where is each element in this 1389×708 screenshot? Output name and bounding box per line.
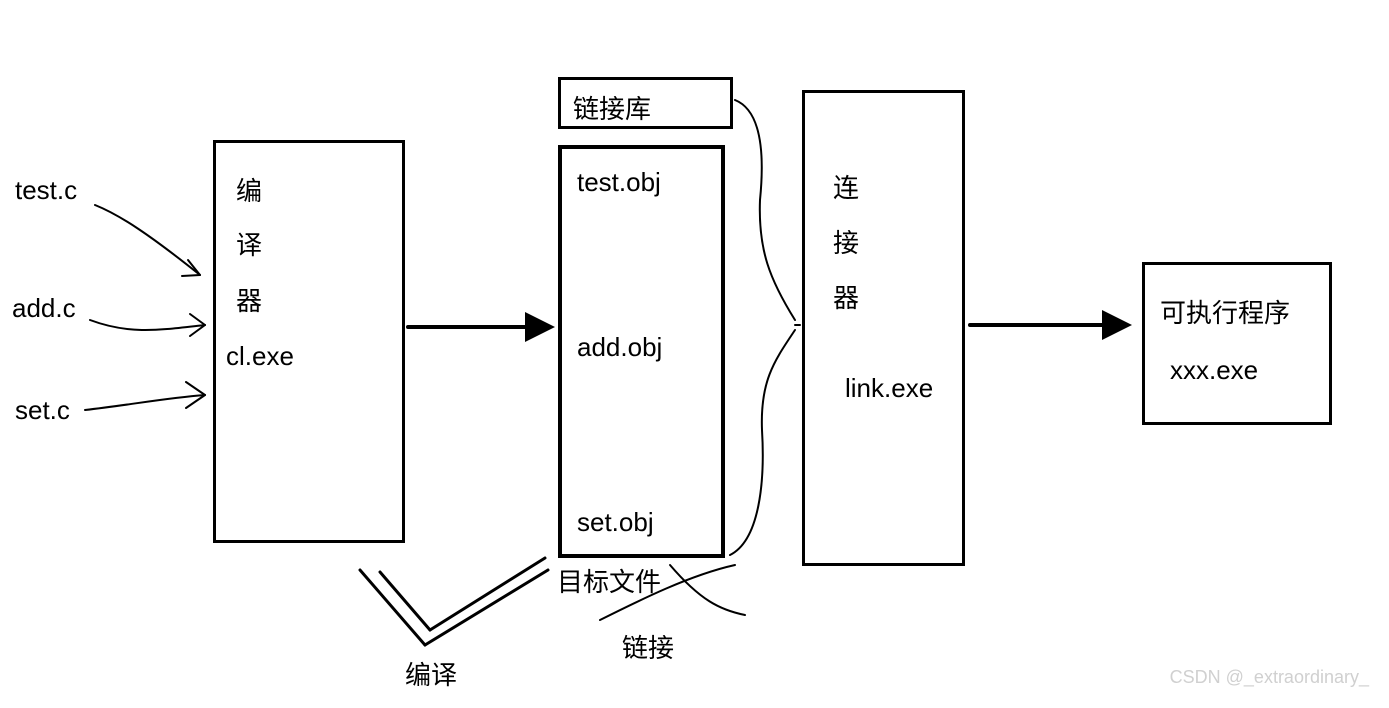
linker-line2: 接 (833, 223, 859, 260)
compile-label: 编译 (405, 655, 457, 692)
object-file-2: add.obj (577, 332, 662, 363)
object-file-1: test.obj (577, 167, 661, 198)
objects-label: 目标文件 (557, 562, 661, 599)
object-file-3: set.obj (577, 507, 654, 538)
linker-sub: link.exe (845, 373, 933, 404)
output-line1: 可执行程序 (1160, 293, 1290, 330)
compiler-sub: cl.exe (226, 341, 294, 372)
linker-box: 连 接 器 link.exe (802, 90, 965, 566)
linker-line3: 器 (833, 278, 859, 315)
link-label: 链接 (622, 628, 674, 665)
output-line2: xxx.exe (1170, 355, 1258, 386)
compiler-line3: 器 (236, 281, 262, 318)
linklib-box: 链接库 (558, 77, 733, 129)
source-file-2: add.c (12, 293, 76, 324)
source-file-3: set.c (15, 395, 70, 426)
compiler-line2: 译 (236, 225, 262, 262)
linker-line1: 连 (833, 168, 859, 205)
output-box: 可执行程序 xxx.exe (1142, 262, 1332, 425)
compiler-line1: 编 (236, 171, 262, 208)
objects-box: test.obj add.obj set.obj (558, 145, 725, 558)
linklib-label: 链接库 (573, 89, 651, 126)
source-file-1: test.c (15, 175, 77, 206)
watermark: CSDN @_extraordinary_ (1170, 667, 1369, 688)
compiler-box: 编 译 器 cl.exe (213, 140, 405, 543)
